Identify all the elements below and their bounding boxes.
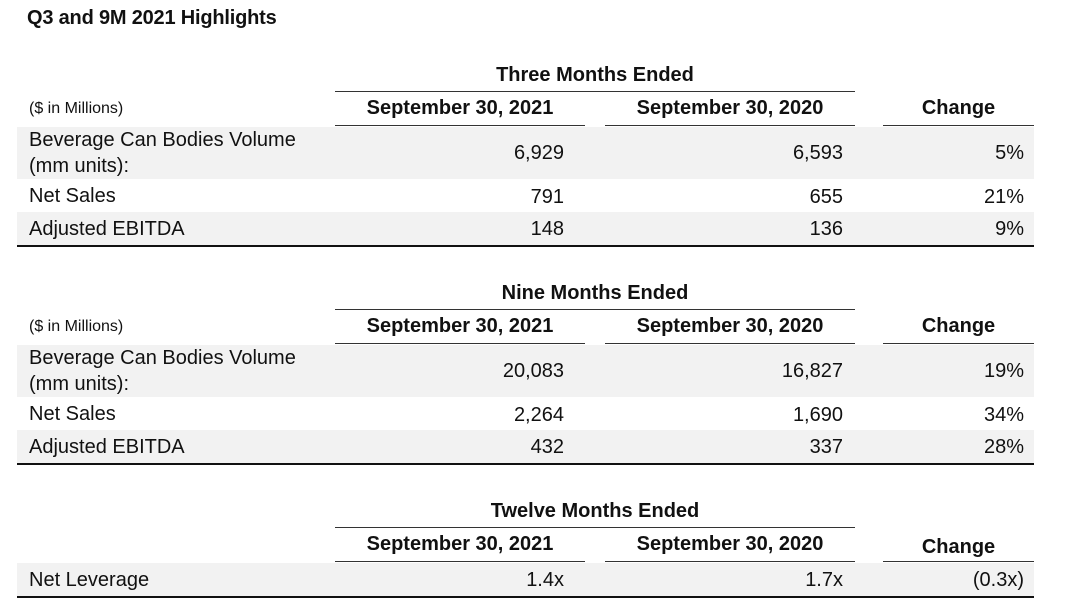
value-change: 21% — [983, 186, 1024, 208]
row-label: Net Sales — [29, 403, 116, 425]
column-header-2021: September 30, 2021 — [366, 533, 554, 555]
row-label: Beverage Can Bodies Volume (mm units): — [29, 127, 296, 179]
value-2021: 6,929 — [513, 142, 564, 164]
period-header: Twelve Months Ended — [490, 500, 700, 522]
column-rule — [335, 125, 585, 126]
table-row: Net Leverage 1.4x 1.7x (0.3x) — [17, 563, 1034, 596]
column-rule — [335, 561, 585, 562]
row-label-line: (mm units): — [29, 155, 129, 177]
row-label-line: Beverage Can Bodies Volume — [29, 347, 296, 369]
value-2020: 6,593 — [792, 142, 843, 164]
period-underline — [335, 527, 855, 528]
value-2021: 148 — [530, 218, 564, 240]
column-header-2020: September 30, 2020 — [636, 315, 824, 337]
row-label: Net Sales — [29, 185, 116, 207]
period-underline — [335, 309, 855, 310]
value-2020: 1.7x — [805, 569, 843, 591]
column-rule — [883, 561, 1034, 562]
column-header-change: Change — [921, 315, 996, 337]
value-2020: 136 — [809, 218, 843, 240]
row-label: Adjusted EBITDA — [29, 436, 185, 458]
table-row: Adjusted EBITDA 432 337 28% — [17, 430, 1034, 463]
column-rule — [883, 125, 1034, 126]
value-change: 9% — [995, 218, 1024, 240]
column-header-change: Change — [921, 536, 996, 558]
column-rule — [605, 343, 855, 344]
table-row: Adjusted EBITDA 148 136 9% — [17, 212, 1034, 245]
value-change: 34% — [983, 404, 1024, 426]
row-label: Beverage Can Bodies Volume (mm units): — [29, 345, 296, 397]
value-change: (0.3x) — [972, 569, 1024, 591]
period-header: Three Months Ended — [496, 64, 694, 86]
table-row: Beverage Can Bodies Volume (mm units): 6… — [17, 127, 1034, 179]
table-bottom-rule — [17, 596, 1034, 598]
period-underline — [335, 91, 855, 92]
table-bottom-rule — [17, 245, 1034, 247]
value-change: 5% — [995, 142, 1024, 164]
value-2021: 432 — [530, 436, 564, 458]
period-header: Nine Months Ended — [501, 282, 689, 304]
column-header-change: Change — [921, 97, 996, 119]
column-header-2020: September 30, 2020 — [636, 533, 824, 555]
column-rule — [335, 343, 585, 344]
column-rule — [605, 561, 855, 562]
units-label: ($ in Millions) — [29, 318, 124, 335]
value-change: 19% — [983, 360, 1024, 382]
column-header-2020: September 30, 2020 — [636, 97, 824, 119]
column-rule — [605, 125, 855, 126]
value-2020: 1,690 — [792, 404, 843, 426]
table-row: Net Sales 2,264 1,690 34% — [17, 398, 1034, 430]
value-2021: 20,083 — [502, 360, 564, 382]
page-title: Q3 and 9M 2021 Highlights — [27, 7, 277, 29]
value-change: 28% — [983, 436, 1024, 458]
row-label: Adjusted EBITDA — [29, 218, 185, 240]
value-2020: 655 — [809, 186, 843, 208]
value-2021: 791 — [530, 186, 564, 208]
row-label-line: Beverage Can Bodies Volume — [29, 129, 296, 151]
table-bottom-rule — [17, 463, 1034, 465]
column-header-2021: September 30, 2021 — [366, 315, 554, 337]
column-rule — [883, 343, 1034, 344]
value-2020: 337 — [809, 436, 843, 458]
value-2020: 16,827 — [781, 360, 843, 382]
value-2021: 2,264 — [513, 404, 564, 426]
row-label: Net Leverage — [29, 569, 150, 591]
table-row: Beverage Can Bodies Volume (mm units): 2… — [17, 345, 1034, 397]
table-row: Net Sales 791 655 21% — [17, 180, 1034, 212]
units-label: ($ in Millions) — [29, 100, 124, 117]
row-label-line: (mm units): — [29, 373, 129, 395]
value-2021: 1.4x — [526, 569, 564, 591]
column-header-2021: September 30, 2021 — [366, 97, 554, 119]
